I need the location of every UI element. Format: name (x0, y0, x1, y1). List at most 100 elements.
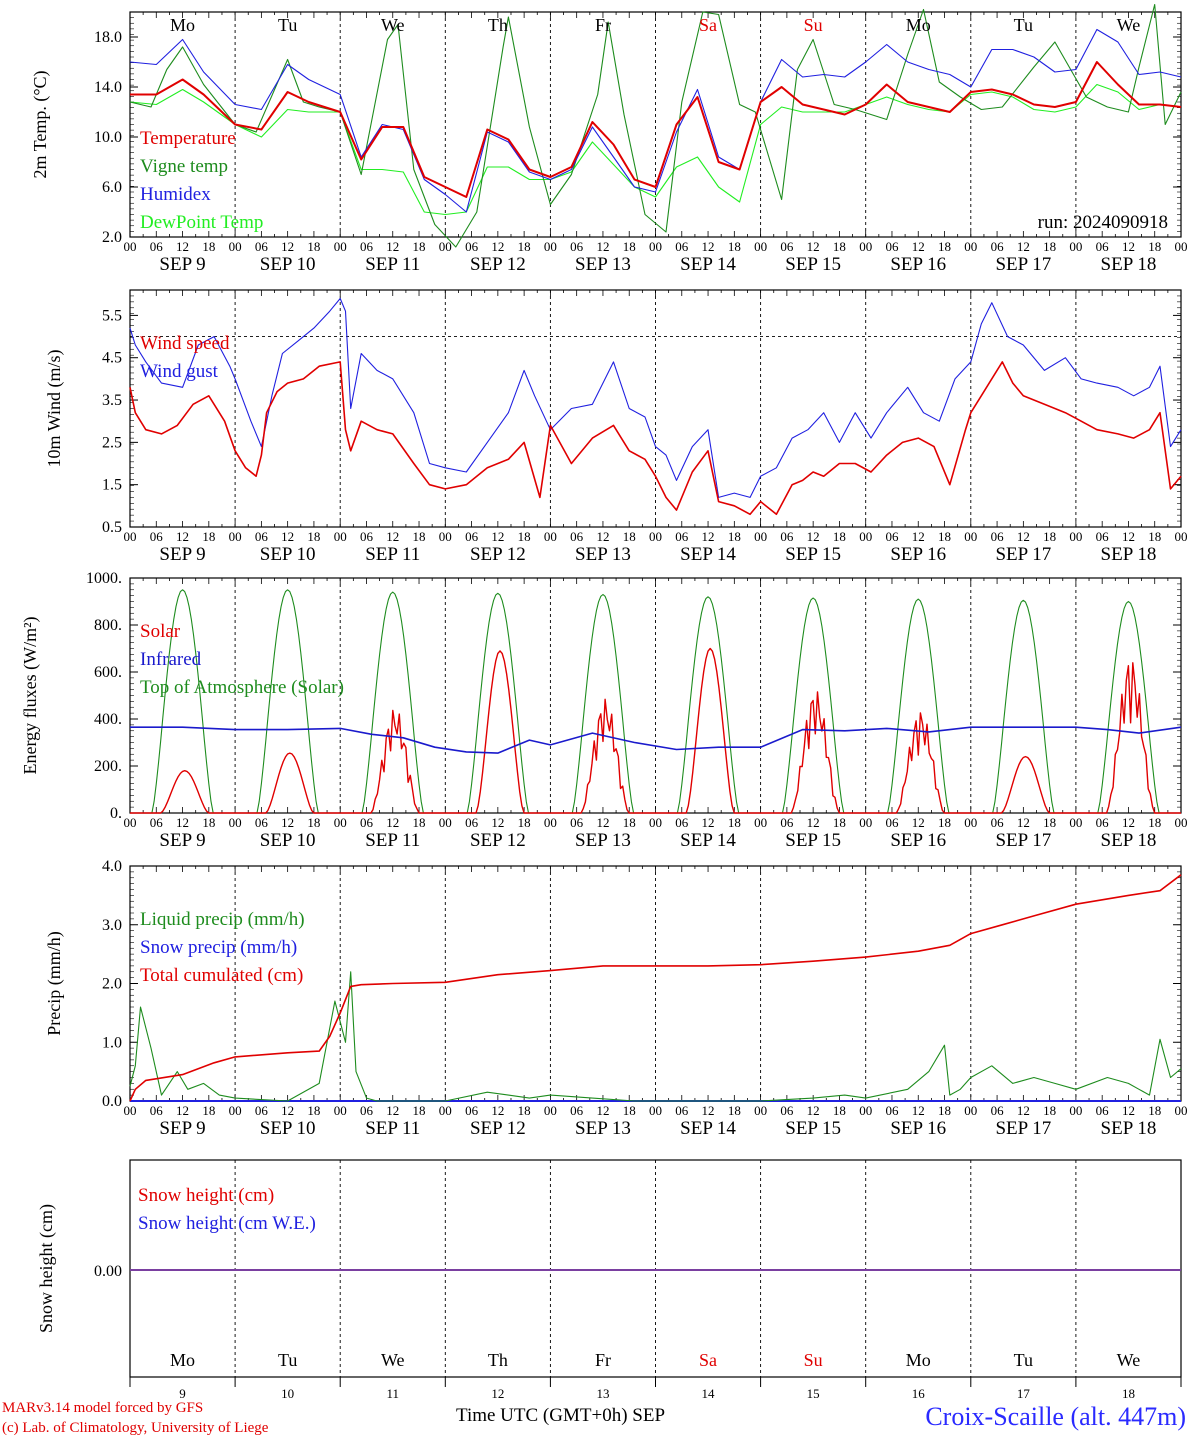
hour-tick-label: 18 (938, 1103, 951, 1118)
hour-tick-label: 12 (596, 529, 609, 544)
hour-tick-label: 12 (807, 815, 820, 830)
date-label: SEP 15 (785, 544, 841, 565)
y-tick-label: 600. (94, 664, 122, 681)
date-label: SEP 12 (470, 544, 526, 565)
y-axis-label: Snow height (cm) (36, 1204, 57, 1333)
hour-tick-label: 12 (807, 239, 820, 254)
date-label: SEP 10 (260, 254, 316, 275)
date-label: SEP 15 (785, 1118, 841, 1139)
y-tick-label: 400. (94, 711, 122, 728)
hour-tick-label: 12 (176, 1103, 189, 1118)
weekday-label: Su (804, 15, 823, 35)
hour-tick-label: 00 (439, 815, 452, 830)
hour-tick-label: 00 (1069, 815, 1082, 830)
weekday-label: Tu (1014, 1350, 1033, 1370)
date-label: SEP 17 (995, 830, 1051, 851)
legend-entry: Total cumulated (cm) (140, 965, 303, 986)
y-tick-label: 2.0 (102, 229, 122, 246)
hour-tick-label: 06 (885, 529, 899, 544)
hour-tick-label: 06 (991, 529, 1005, 544)
wind-panel: 0.5 1.5 2.5 3.5 4.5 5.5 10m Wind (m/s) Wind spe… (44, 289, 1188, 565)
series-line (129, 874, 1182, 1102)
hour-tick-label: 00 (544, 1103, 557, 1118)
snow-panel: 0.00 Snow height (cm) Snow height (cm) Snow… (36, 1159, 1182, 1401)
hour-tick-label: 12 (702, 815, 715, 830)
date-label: SEP 9 (159, 830, 205, 851)
y-tick-label: 4.0 (102, 858, 122, 875)
y-tick-label: 0. (110, 805, 122, 822)
y-tick-label: 3.0 (102, 917, 122, 934)
series-line (129, 361, 1182, 516)
hour-tick-label: 06 (570, 239, 584, 254)
hour-tick-label: 18 (1043, 1103, 1056, 1118)
y-tick-label: 1.5 (102, 477, 122, 494)
hour-tick-label: 00 (754, 239, 767, 254)
hour-tick-label: 06 (465, 815, 479, 830)
hour-tick-label: 00 (754, 1103, 767, 1118)
hour-tick-label: 06 (885, 239, 899, 254)
hour-tick-label: 18 (413, 815, 426, 830)
date-label: SEP 12 (470, 830, 526, 851)
hour-tick-label: 00 (754, 529, 767, 544)
solar-day-curve (970, 755, 1076, 814)
weekday-label: We (1117, 15, 1141, 35)
hour-tick-label: 00 (964, 239, 977, 254)
weekday-label: Mo (170, 15, 195, 35)
date-label: SEP 14 (680, 544, 736, 565)
y-tick-label: 800. (94, 617, 122, 634)
hour-tick-label: 00 (649, 529, 662, 544)
hour-tick-label: 18 (833, 529, 846, 544)
hour-tick-label: 00 (649, 815, 662, 830)
hour-tick-label: 18 (1043, 529, 1056, 544)
weekday-label: We (1117, 1350, 1141, 1370)
hour-tick-label: 00 (1069, 1103, 1082, 1118)
time-axis-label: Time UTC (GMT+0h) SEP (456, 1405, 666, 1426)
hour-tick-label: 00 (1069, 239, 1082, 254)
hour-tick-label: 06 (991, 815, 1005, 830)
toa-day-curve (865, 598, 971, 814)
hour-tick-label: 18 (307, 1103, 320, 1118)
hour-tick-label: 12 (912, 239, 925, 254)
y-axis-label: 2m Temp. (°C) (30, 70, 51, 178)
weekday-label: Th (488, 1350, 508, 1370)
solar-day-curve (340, 709, 446, 814)
y-axis-label: Energy fluxes (W/m²) (20, 616, 41, 774)
date-label: SEP 13 (575, 544, 631, 565)
weekday-label: Tu (278, 1350, 297, 1370)
legend-entry: Humidex (140, 184, 211, 205)
hour-tick-label: 18 (307, 239, 320, 254)
hour-tick-label: 06 (1096, 815, 1110, 830)
hour-tick-label: 18 (518, 1103, 531, 1118)
hour-tick-label: 06 (570, 1103, 584, 1118)
hour-tick-label: 06 (150, 239, 164, 254)
date-label: SEP 18 (1101, 254, 1157, 275)
hour-tick-label: 00 (124, 529, 137, 544)
hour-tick-label: 06 (255, 815, 269, 830)
date-label: SEP 12 (470, 1118, 526, 1139)
legend-entry: Wind speed (140, 333, 230, 354)
lab-credit: (c) Lab. of Climatology, University of L… (2, 1420, 269, 1436)
hour-tick-label: 00 (334, 815, 347, 830)
hour-tick-label: 00 (649, 1103, 662, 1118)
weekday-label: Sa (699, 15, 717, 35)
hour-tick-label: 12 (912, 529, 925, 544)
hour-tick-label: 12 (596, 1103, 609, 1118)
legend-entry: Vigne temp (140, 156, 228, 177)
date-label: SEP 15 (785, 830, 841, 851)
hour-tick-label: 12 (1122, 529, 1135, 544)
hour-tick-label: 18 (728, 529, 741, 544)
y-tick-label: 14.0 (94, 79, 122, 96)
y-tick-label: 2.5 (102, 434, 122, 451)
day-number-label: 17 (1017, 1386, 1031, 1401)
y-tick-label: 200. (94, 758, 122, 775)
hour-tick-label: 06 (255, 239, 269, 254)
y-tick-label: 2.0 (102, 976, 122, 993)
hour-tick-label: 12 (702, 239, 715, 254)
hour-tick-label: 18 (1148, 815, 1161, 830)
solar-day-curve (865, 712, 971, 814)
hour-tick-label: 00 (544, 815, 557, 830)
y-tick-label: 4.5 (102, 350, 122, 367)
hour-tick-label: 18 (518, 529, 531, 544)
toa-day-curve (970, 599, 1076, 814)
hour-tick-label: 00 (229, 815, 242, 830)
